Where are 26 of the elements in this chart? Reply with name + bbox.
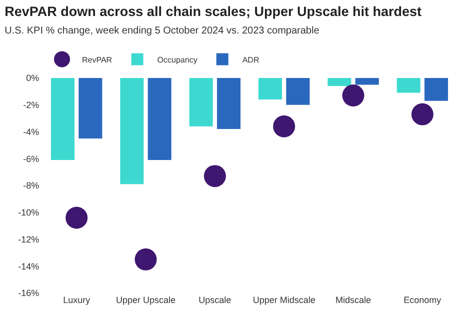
y-tick-label: -4% xyxy=(23,126,40,137)
x-tick-label: Economy xyxy=(404,295,442,305)
chart-title: RevPAR down across all chain scales; Upper Upscale hit hardest xyxy=(4,4,422,20)
x-tick-label: Upper Midscale xyxy=(252,295,316,305)
y-tick-label: -14% xyxy=(18,261,40,272)
x-tick-label: Upper Upscale xyxy=(116,295,176,305)
point xyxy=(273,115,296,138)
x-tick-label: Upscale xyxy=(198,295,232,305)
y-tick-label: -8% xyxy=(23,180,40,191)
point xyxy=(134,248,157,270)
x-tick-label: Luxury xyxy=(63,295,91,305)
y-tick-label: -10% xyxy=(18,208,40,218)
chart-subtitle: U.S. KPI % change, week ending 5 October 2024 vs. 2023 comparable xyxy=(4,26,320,37)
legend-label: ADR xyxy=(242,55,260,64)
x-tick-label: Midscale xyxy=(335,295,372,305)
y-tick-label: -16% xyxy=(18,288,40,298)
point xyxy=(66,206,88,229)
point xyxy=(411,103,434,126)
y-tick-label: -2% xyxy=(23,100,40,110)
y-tick-label: -12% xyxy=(18,234,40,244)
y-tick-label: -6% xyxy=(23,154,40,164)
point xyxy=(342,84,364,106)
legend-label: Occupancy xyxy=(157,55,198,64)
point xyxy=(204,165,226,188)
y-tick-label: 0% xyxy=(26,73,40,84)
legend-label: RevPAR xyxy=(82,55,112,64)
